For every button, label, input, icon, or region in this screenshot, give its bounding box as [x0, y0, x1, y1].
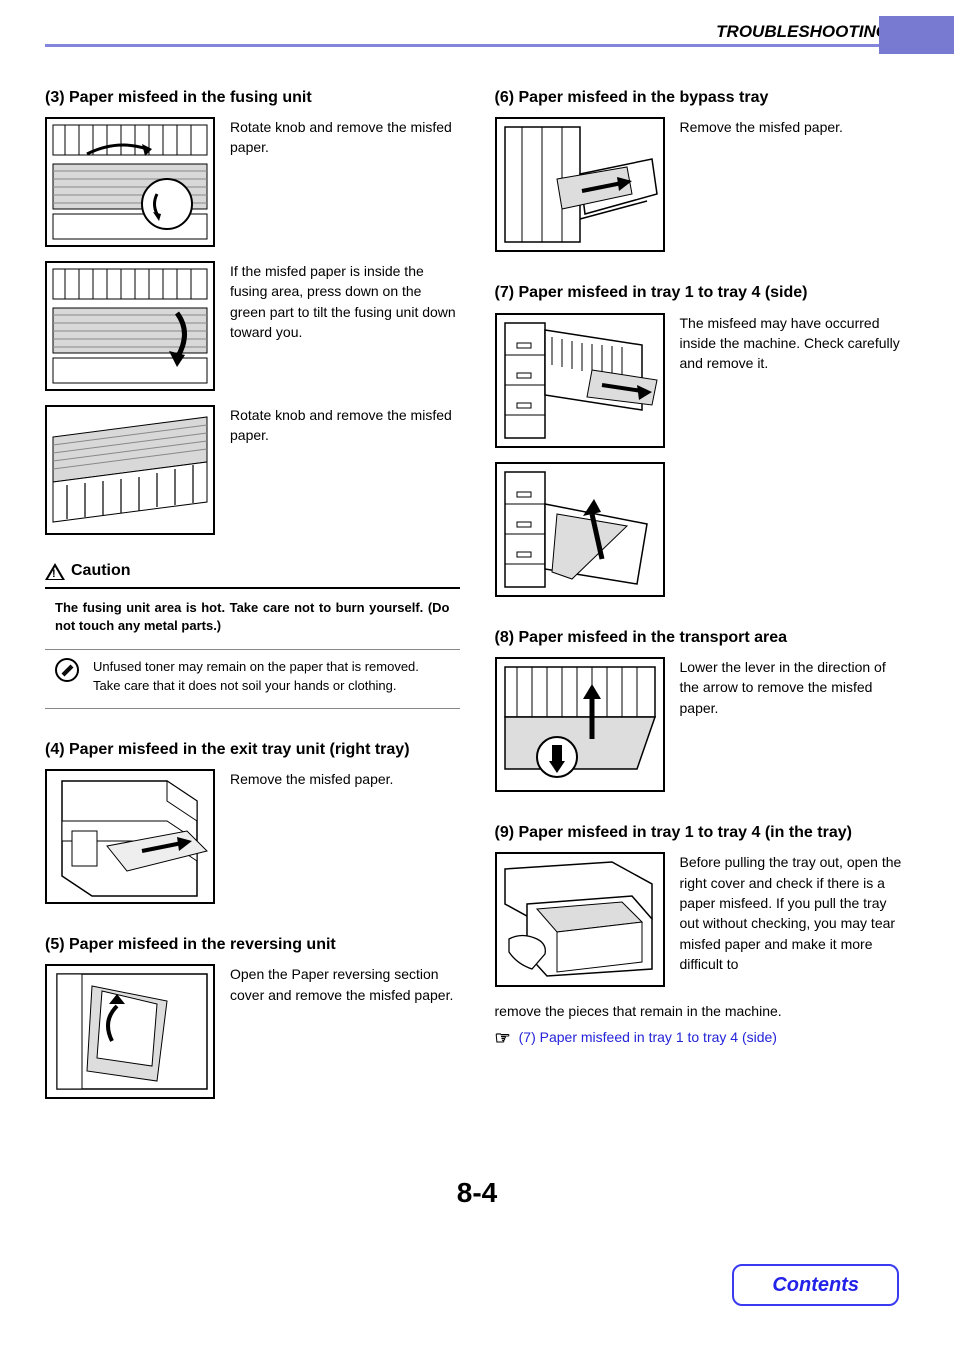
section-5-text: Open the Paper reversing section cover a… [230, 964, 460, 1005]
section-7-text: The misfeed may have occurred inside the… [680, 313, 910, 374]
section-7-title: (7) Paper misfeed in tray 1 to tray 4 (s… [521, 282, 910, 304]
section-3-step-1-text: Rotate knob and remove the misfed paper. [230, 117, 460, 158]
section-6-text: Remove the misfed paper. [680, 117, 910, 137]
section-3-step-2: If the misfed paper is inside the fusing… [45, 261, 460, 391]
section-9-text: Before pulling the tray out, open the ri… [680, 852, 910, 974]
note-icon [55, 658, 79, 682]
section-8-text: Lower the lever in the direction of the … [680, 657, 910, 718]
diagram-tray-side-1 [495, 313, 665, 448]
diagram-bypass-tray [495, 117, 665, 252]
diagram-tray-side-2 [495, 462, 665, 597]
caution-label: Caution [71, 560, 131, 582]
diagram-fusing-tilt [45, 261, 215, 391]
left-column: (3) Paper misfeed in the fusing unit [45, 87, 460, 1114]
caution-text: The fusing unit area is hot. Take care n… [45, 589, 460, 650]
section-3-step-1: Rotate knob and remove the misfed paper. [45, 117, 460, 247]
note-row: Unfused toner may remain on the paper th… [45, 650, 460, 709]
section-9-continuation: remove the pieces that remain in the mac… [495, 1001, 910, 1021]
section-4-step: Remove the misfed paper. [45, 769, 460, 904]
section-5-title: (5) Paper misfeed in the reversing unit [71, 934, 460, 956]
caution-header: ! Caution [45, 560, 460, 588]
section-8-step: Lower the lever in the direction of the … [495, 657, 910, 792]
header-accent [879, 16, 954, 54]
pointer-icon: ☞ [495, 1026, 511, 1051]
section-3-title: (3) Paper misfeed in the fusing unit [71, 87, 460, 109]
contents-button[interactable]: Contents [732, 1264, 899, 1306]
diagram-exit-tray [45, 769, 215, 904]
section-7-step-2 [495, 462, 910, 597]
section-5-step: Open the Paper reversing section cover a… [45, 964, 460, 1099]
diagram-fusing-rotate [45, 117, 215, 247]
section-4-text: Remove the misfed paper. [230, 769, 460, 789]
section-9-title: (9) Paper misfeed in tray 1 to tray 4 (i… [521, 822, 910, 844]
note-text: Unfused toner may remain on the paper th… [93, 658, 450, 696]
xref-link[interactable]: (7) Paper misfeed in tray 1 to tray 4 (s… [519, 1028, 777, 1048]
section-4-title: (4) Paper misfeed in the exit tray unit … [71, 739, 460, 761]
section-7-step-1: The misfeed may have occurred inside the… [495, 313, 910, 448]
cross-reference[interactable]: ☞ (7) Paper misfeed in tray 1 to tray 4 … [495, 1026, 910, 1051]
diagram-tray-pull [495, 852, 665, 987]
section-3-step-3-text: Rotate knob and remove the misfed paper. [230, 405, 460, 446]
header-rule [45, 44, 909, 47]
section-6-title: (6) Paper misfeed in the bypass tray [521, 87, 910, 109]
two-column-layout: (3) Paper misfeed in the fusing unit [45, 87, 909, 1114]
section-8-title: (8) Paper misfeed in the transport area [521, 627, 910, 649]
section-3-step-2-text: If the misfed paper is inside the fusing… [230, 261, 460, 342]
section-3-step-3: Rotate knob and remove the misfed paper. [45, 405, 460, 535]
page-number: 8-4 [45, 1173, 909, 1212]
diagram-fusing-remove [45, 405, 215, 535]
page: TROUBLESHOOTING (3) Paper misfeed in the… [0, 0, 954, 1350]
section-6-step: Remove the misfed paper. [495, 117, 910, 252]
section-header: TROUBLESHOOTING [45, 20, 909, 44]
diagram-reversing-unit [45, 964, 215, 1099]
diagram-transport-area [495, 657, 665, 792]
warning-triangle-icon: ! [45, 563, 65, 580]
section-9-step: Before pulling the tray out, open the ri… [495, 852, 910, 987]
right-column: (6) Paper misfeed in the bypass tray [495, 87, 910, 1114]
